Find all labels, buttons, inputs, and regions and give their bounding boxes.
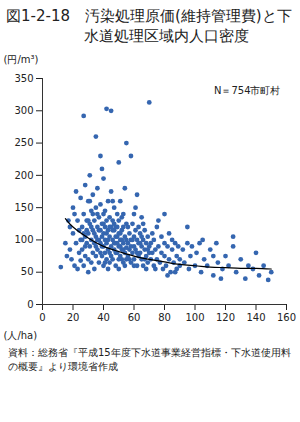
svg-text:300: 300 xyxy=(14,105,33,116)
svg-text:40: 40 xyxy=(97,312,110,323)
svg-text:120: 120 xyxy=(216,312,235,323)
svg-text:0: 0 xyxy=(39,312,45,323)
svg-text:200: 200 xyxy=(14,170,33,181)
svg-text:60: 60 xyxy=(128,312,141,323)
svg-text:50: 50 xyxy=(21,266,34,277)
svg-text:N＝754市町村: N＝754市町村 xyxy=(214,85,281,96)
svg-text:20: 20 xyxy=(67,312,80,323)
svg-text:(円/m³): (円/m³) xyxy=(4,54,39,65)
html-text:資料：総務省『平成15年度下水道事業経営指標・下水道使用料の: 資料：総務省『平成15年度下水道事業経営指標・下水道使用料の概要』より環境省作成 xyxy=(8,347,291,372)
svg-text:350: 350 xyxy=(14,73,33,84)
svg-text:80: 80 xyxy=(158,312,171,323)
svg-text:140: 140 xyxy=(246,312,265,323)
svg-text:250: 250 xyxy=(14,137,33,148)
svg-text:(人/ha): (人/ha) xyxy=(4,330,38,341)
svg-text:0: 0 xyxy=(27,299,33,310)
svg-text:160: 160 xyxy=(277,312,296,323)
svg-text:150: 150 xyxy=(14,202,33,213)
html-text:図1-2-18 汚染処理原価(維持管理費)と下水道処理区域内: 図1-2-18 汚染処理原価(維持管理費)と下水道処理区域内人口密度 xyxy=(6,7,292,45)
svg-text:100: 100 xyxy=(14,234,33,245)
svg-text:100: 100 xyxy=(185,312,204,323)
